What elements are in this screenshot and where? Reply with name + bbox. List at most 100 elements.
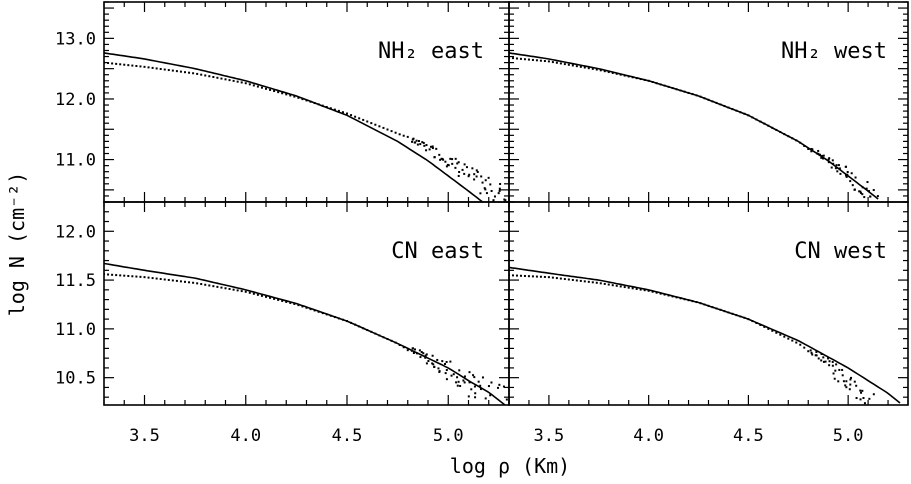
data-point <box>451 158 454 161</box>
data-point <box>870 411 872 413</box>
data-point <box>627 75 630 78</box>
data-point <box>273 90 276 93</box>
data-point <box>123 274 126 277</box>
data-point <box>236 80 239 83</box>
data-point <box>519 274 522 277</box>
data-point <box>833 377 836 380</box>
data-point <box>496 408 498 410</box>
data-point <box>449 157 452 160</box>
data-point <box>619 285 622 288</box>
data-point <box>423 144 426 147</box>
data-point <box>500 408 502 410</box>
data-point <box>611 284 614 287</box>
data-point <box>861 186 864 189</box>
panel-bottom-left: 10.5 11.0 11.5 12.0 3.5 4.0 4.5 5.0 CN east <box>55 201 510 446</box>
data-point <box>779 131 782 134</box>
data-point <box>603 70 606 73</box>
data-point <box>366 120 369 123</box>
data-point <box>715 307 718 310</box>
data-point <box>567 278 570 281</box>
data-point <box>473 173 476 176</box>
panel-top-right: NH₂ west <box>508 1 909 203</box>
y-tick-label: 11.0 <box>55 151 96 171</box>
data-point <box>139 275 142 278</box>
data-point <box>412 347 415 350</box>
data-point <box>523 274 526 277</box>
data-point <box>822 356 825 359</box>
data-point <box>595 281 598 284</box>
data-point <box>515 57 518 60</box>
data-point <box>488 407 490 409</box>
data-point <box>362 327 365 330</box>
data-point <box>192 72 195 75</box>
data-point <box>428 148 431 151</box>
data-point <box>431 362 434 365</box>
data-point <box>820 156 823 159</box>
data-point <box>643 289 646 292</box>
model-curve <box>509 52 879 200</box>
data-point <box>818 153 821 156</box>
data-point <box>204 283 207 286</box>
data-point <box>509 274 510 277</box>
data-point <box>450 374 453 377</box>
data-point <box>433 365 436 368</box>
data-point <box>244 290 247 293</box>
data-point <box>501 418 503 420</box>
data-point <box>807 350 810 353</box>
data-point <box>325 313 328 316</box>
data-point <box>418 349 421 352</box>
data-point <box>425 149 428 152</box>
data-point <box>627 286 630 289</box>
data-point <box>337 109 340 112</box>
data-point <box>498 383 501 386</box>
data-point <box>759 120 762 123</box>
data-point <box>445 378 448 381</box>
data-point <box>799 141 802 144</box>
data-point <box>836 170 839 173</box>
data-point <box>651 81 654 83</box>
data-point <box>155 277 158 280</box>
data-point <box>623 74 626 77</box>
data-point <box>563 63 566 66</box>
data-point <box>313 309 316 312</box>
data-point <box>579 279 582 282</box>
data-point <box>755 118 758 121</box>
data-point <box>115 274 118 277</box>
data-point <box>651 290 654 293</box>
data-point <box>848 388 851 391</box>
data-point <box>244 82 247 85</box>
data-point <box>810 150 813 153</box>
data-point <box>763 325 766 328</box>
data-point <box>123 63 126 66</box>
data-point <box>862 397 865 400</box>
data-point <box>531 58 534 61</box>
data-point <box>505 205 507 207</box>
data-point <box>835 164 838 167</box>
data-point <box>468 371 471 374</box>
data-point <box>868 397 871 400</box>
data-point <box>131 64 134 67</box>
data-point <box>406 135 409 138</box>
data-point <box>147 276 150 279</box>
data-point <box>667 85 670 88</box>
panel-top-left: 11.0 12.0 13.0 NH₂ east <box>55 1 510 207</box>
data-point <box>422 352 425 355</box>
data-point <box>861 193 864 196</box>
data-point <box>474 392 477 395</box>
data-point <box>350 114 353 117</box>
data-point <box>477 380 480 383</box>
data-point <box>127 274 130 277</box>
data-point <box>876 195 879 198</box>
data-point <box>731 108 734 111</box>
data-point <box>444 362 447 365</box>
data-point <box>711 100 714 103</box>
data-point <box>208 75 211 78</box>
data-point <box>483 187 486 190</box>
data-point <box>281 299 284 302</box>
data-point <box>511 57 514 60</box>
data-point <box>490 381 493 384</box>
data-point <box>444 160 447 163</box>
data-point <box>301 98 304 101</box>
y-tick-label: 11.5 <box>55 271 96 291</box>
data-point <box>555 277 558 280</box>
